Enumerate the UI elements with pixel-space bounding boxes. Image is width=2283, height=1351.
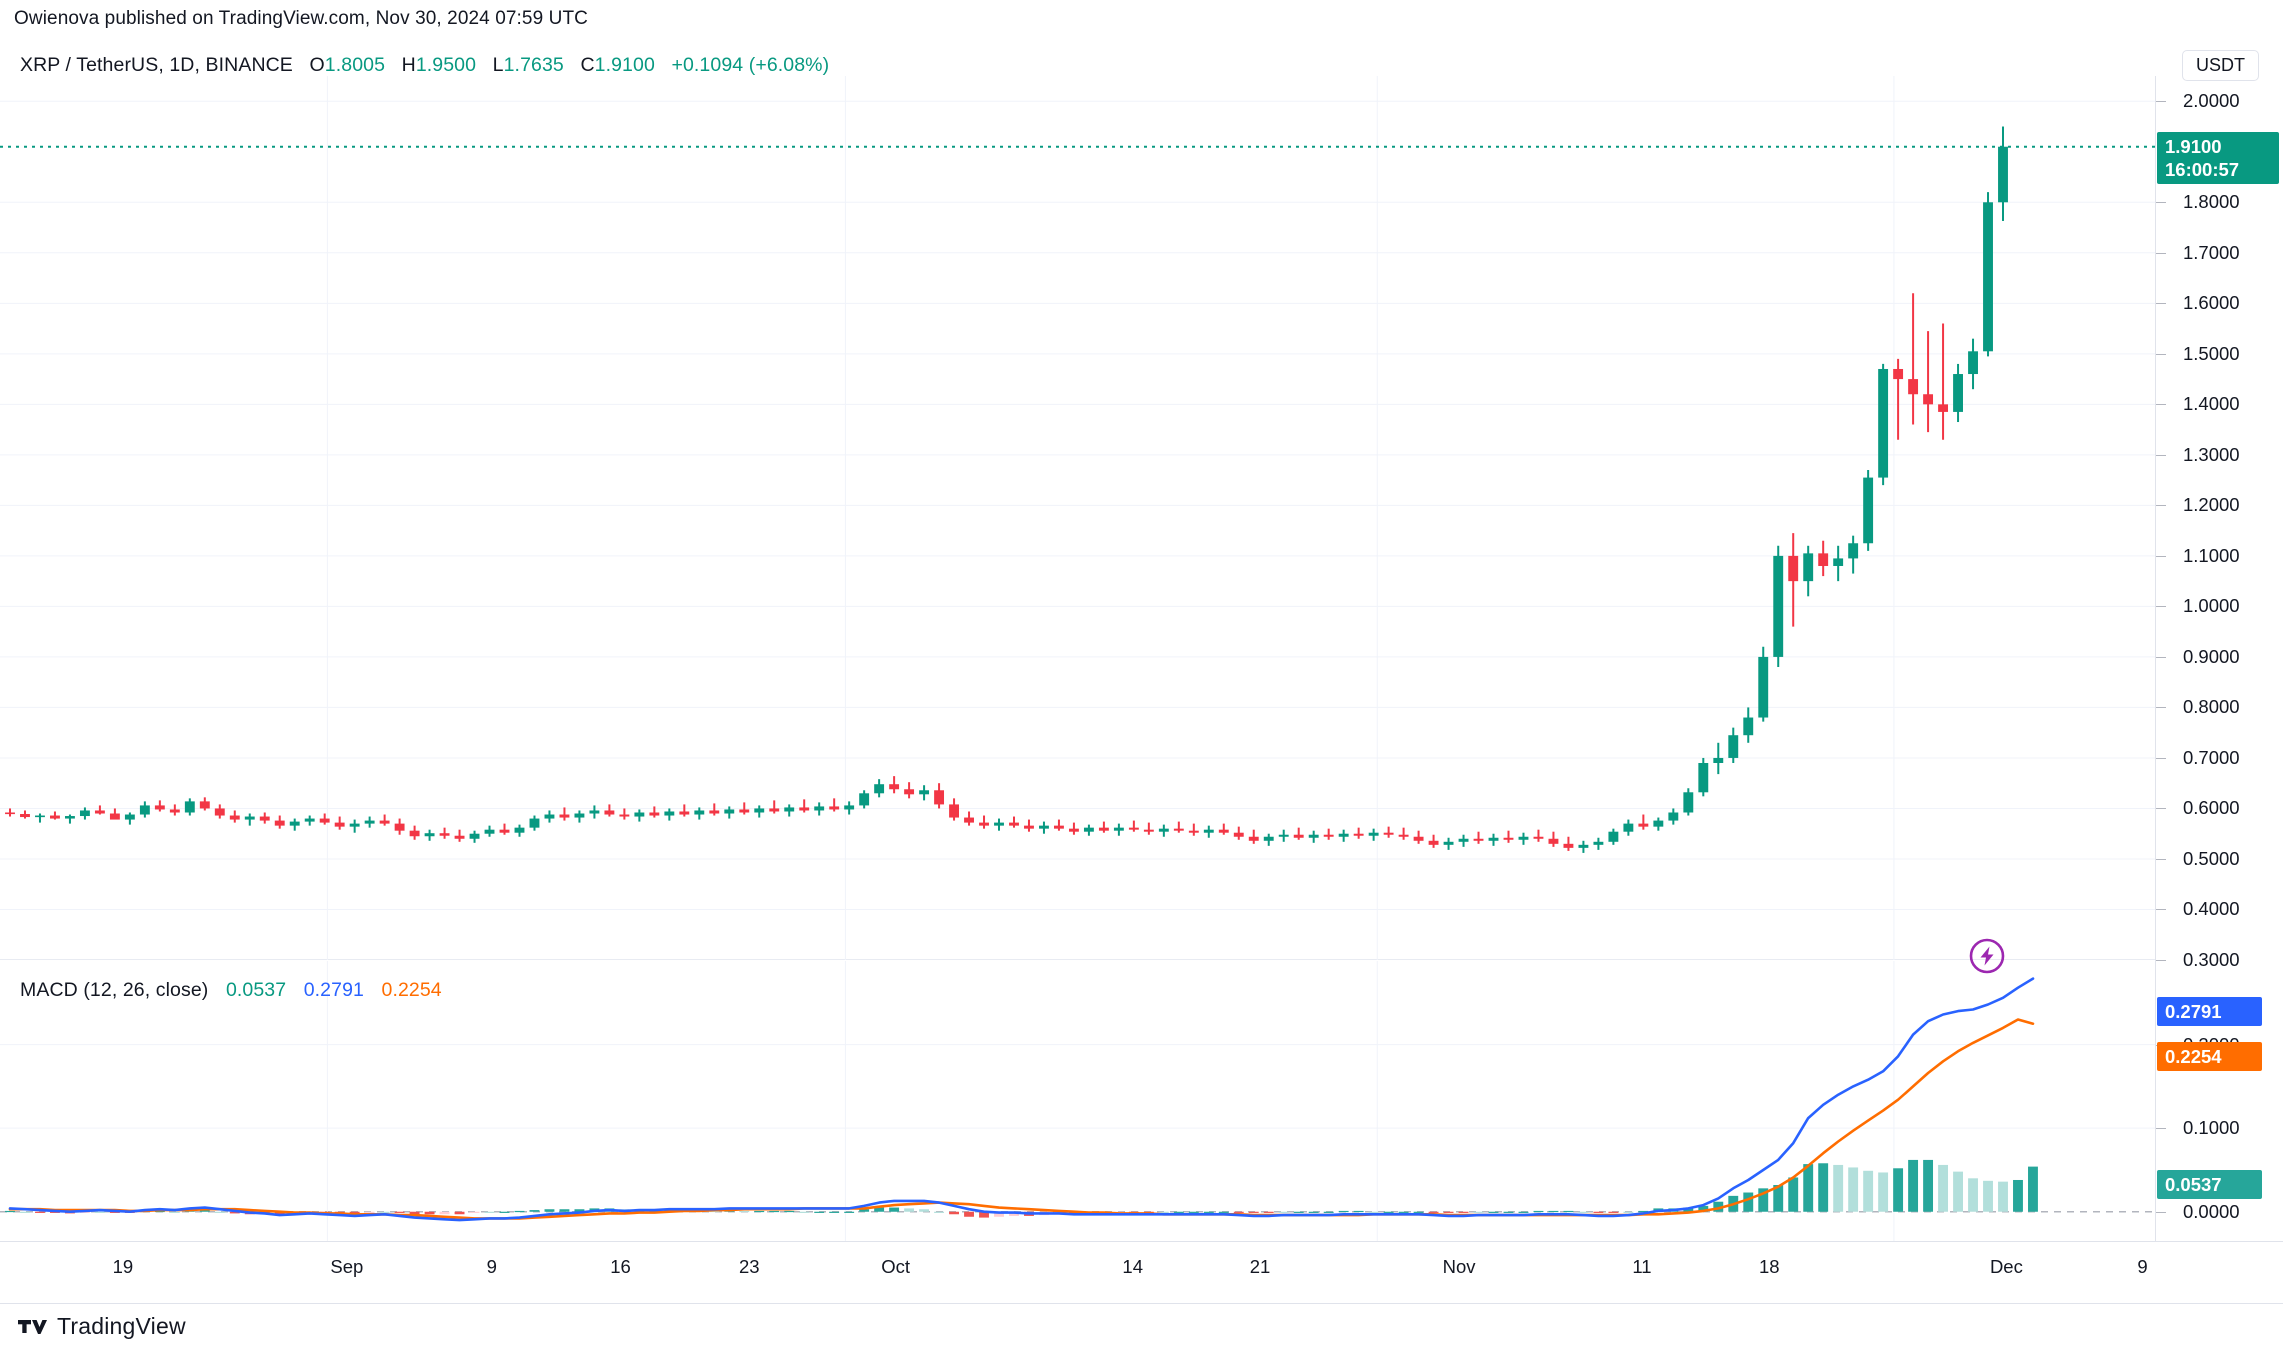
price-axis-tick <box>2156 202 2166 204</box>
footer-divider <box>0 1303 2283 1304</box>
price-axis-label: 0.5000 <box>2183 847 2240 869</box>
macd-line-tag: 0.2791 <box>2157 997 2262 1027</box>
tradingview-footer: TradingView <box>18 1313 186 1340</box>
time-axis-label: 21 <box>1249 1256 1271 1277</box>
price-axis-tick <box>2156 808 2166 810</box>
price-axis-label: 1.8000 <box>2183 191 2240 213</box>
price-axis-label: 1.7000 <box>2183 241 2240 263</box>
macd-signal-tag: 0.2254 <box>2157 1042 2262 1072</box>
price-axis-tick <box>2156 252 2166 254</box>
price-axis-label: 1.0000 <box>2183 595 2240 617</box>
price-axis-tick <box>2156 555 2166 557</box>
open-value: 1.8005 <box>324 54 386 76</box>
macd-plot <box>0 961 2155 1241</box>
macd-axis-tick <box>2156 1128 2166 1130</box>
change-value: +0.1094 (+6.08%) <box>671 54 830 76</box>
time-axis-label: 9 <box>486 1256 497 1277</box>
price-axis-label: 0.6000 <box>2183 797 2240 819</box>
price-axis-label: 1.1000 <box>2183 544 2240 566</box>
time-axis-label: 14 <box>1122 1256 1144 1277</box>
symbol-label[interactable]: XRP / TetherUS, 1D, BINANCE <box>20 54 293 76</box>
price-axis-tick <box>2156 454 2166 456</box>
macd-axis-tick <box>2156 1211 2166 1213</box>
price-axis-tick <box>2156 707 2166 709</box>
price-axis-tick <box>2156 606 2166 608</box>
candlestick-plot <box>0 76 2155 960</box>
time-axis-label: 23 <box>738 1256 760 1277</box>
close-value: 1.9100 <box>594 54 655 76</box>
price-axis-tick <box>2156 858 2166 860</box>
low-label: L <box>492 54 504 76</box>
price-axis-label: 1.5000 <box>2183 342 2240 364</box>
last-price-countdown: 16:00:57 <box>2165 159 2240 181</box>
chart-legend: XRP / TetherUS, 1D, BINANCE O1.8005 H1.9… <box>20 54 829 77</box>
time-axis-label: 11 <box>1632 1256 1652 1277</box>
last-price-value: 1.9100 <box>2165 136 2222 157</box>
time-axis-label: Dec <box>1989 1256 2023 1277</box>
attribution-line: Owienova published on TradingView.com, N… <box>14 8 588 29</box>
high-label: H <box>401 54 416 76</box>
price-axis-tick <box>2156 909 2166 911</box>
low-value: 1.7635 <box>503 54 564 76</box>
price-pane[interactable] <box>0 76 2155 960</box>
high-value: 1.9500 <box>415 54 477 76</box>
time-axis-label: 19 <box>112 1256 134 1277</box>
macd-axis-label: 0.1000 <box>2183 1117 2240 1139</box>
time-axis[interactable] <box>0 1241 2283 1303</box>
time-axis-label: 9 <box>2137 1256 2148 1277</box>
price-axis-label: 2.0000 <box>2183 90 2240 112</box>
price-axis-label: 1.2000 <box>2183 494 2240 516</box>
time-axis-label: Sep <box>330 1256 364 1277</box>
time-axis-label: 18 <box>1759 1256 1780 1277</box>
time-axis-label: Oct <box>881 1256 911 1277</box>
price-axis-tick <box>2156 656 2166 658</box>
price-axis-label: 1.3000 <box>2183 443 2240 465</box>
macd-legend-name: MACD (12, 26, close) <box>20 979 209 1001</box>
tradingview-wordmark: TradingView <box>57 1313 186 1339</box>
time-axis-label: 16 <box>610 1256 631 1277</box>
price-axis-label: 0.4000 <box>2183 898 2240 920</box>
price-axis-tick <box>2156 101 2166 103</box>
macd-legend-signal: 0.2254 <box>381 979 442 1001</box>
macd-pane[interactable] <box>0 961 2155 1241</box>
price-axis-label: 0.3000 <box>2183 949 2240 970</box>
macd-legend[interactable]: MACD (12, 26, close) 0.0537 0.2791 0.225… <box>20 979 442 1002</box>
macd-legend-macd: 0.2791 <box>303 979 364 1001</box>
close-label: C <box>580 54 595 76</box>
price-axis-tick <box>2156 960 2166 961</box>
price-axis-label: 1.6000 <box>2183 292 2240 314</box>
open-label: O <box>309 54 325 76</box>
currency-chip[interactable]: USDT <box>2182 50 2259 81</box>
tradingview-logo-icon <box>18 1319 47 1334</box>
price-axis[interactable] <box>2155 76 2283 1241</box>
price-axis-tick <box>2156 757 2166 759</box>
macd-histogram-tag: 0.0537 <box>2157 1170 2262 1200</box>
price-axis-tick <box>2156 303 2166 305</box>
price-axis-tick <box>2156 404 2166 406</box>
time-axis-label: Nov <box>1442 1256 1476 1277</box>
last-price-tag: 1.9100 16:00:57 <box>2157 132 2279 185</box>
price-axis-label: 0.8000 <box>2183 696 2240 718</box>
lightning-bolt-icon[interactable] <box>1967 936 2007 976</box>
price-axis-label: 0.9000 <box>2183 645 2240 667</box>
price-axis-label: 1.4000 <box>2183 393 2240 415</box>
macd-legend-hist: 0.0537 <box>225 979 287 1001</box>
price-axis-label: 0.7000 <box>2183 746 2240 768</box>
price-axis-tick <box>2156 505 2166 507</box>
price-axis-tick <box>2156 353 2166 355</box>
macd-axis-label: 0.0000 <box>2183 1200 2240 1222</box>
